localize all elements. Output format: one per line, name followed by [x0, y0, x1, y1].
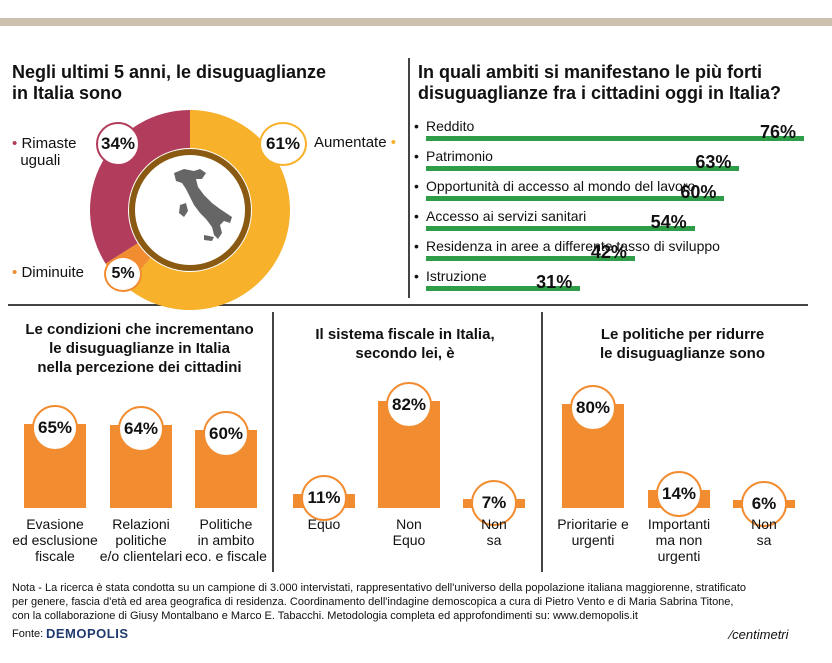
divider-mid-right	[541, 312, 543, 572]
legend-rimaste: • Rimaste uguali	[12, 135, 77, 169]
donut-slice-aumentate	[126, 110, 290, 310]
hbar-label: Patrimonio	[426, 148, 493, 164]
hbar-label: Istruzione	[426, 268, 487, 284]
badge-aumentate: 61%	[259, 122, 307, 166]
hbar-bullet: •	[414, 238, 419, 254]
vbar-category-label: Prioritarie e urgenti	[557, 516, 629, 548]
vbar-value-badge: 82%	[386, 382, 432, 429]
hbar-value: 60%	[680, 182, 717, 202]
italy-map-icon	[174, 169, 232, 241]
legend-aumentate: Aumentate •	[314, 134, 396, 151]
hbar-bullet: •	[414, 178, 419, 194]
vbar-category-label: Equo	[307, 516, 341, 532]
badge-rimaste: 34%	[96, 122, 140, 166]
hbar-bullet: •	[414, 208, 419, 224]
vbar-category-label: Non Equo	[392, 516, 426, 548]
hbar-bar	[426, 196, 725, 201]
hbar-label: Reddito	[426, 118, 475, 134]
vbar-category-label: Evasione ed esclusione fiscale	[12, 516, 98, 564]
hbar-value: 42%	[590, 242, 627, 262]
panel4-title: Il sistema fiscale in Italia, secondo le…	[315, 326, 495, 362]
hbar-bar	[426, 226, 695, 231]
vbar-value-badge: 6%	[741, 481, 787, 528]
panel5-title: Le politiche per ridurre le disuguaglian…	[599, 326, 766, 362]
divider-mid-left	[272, 312, 274, 572]
vbar-category-label: Relazioni politiche e/o clientelari	[99, 516, 183, 564]
vbar-category-label: Importanti ma non urgenti	[647, 516, 711, 564]
hbar-bar	[426, 256, 635, 261]
hbar-value: 54%	[650, 212, 687, 232]
top-band	[0, 18, 832, 26]
fonte-label: Fonte:	[12, 628, 44, 640]
divider-horizontal	[8, 304, 808, 306]
hbar-bar	[426, 286, 581, 291]
hbar-label: Accesso ai servizi sanitari	[426, 208, 587, 224]
hbar-bullet: •	[414, 118, 419, 134]
badge-diminuite: 5%	[104, 256, 142, 292]
panel2-title: In quali ambiti si manifestano le più fo…	[418, 62, 782, 103]
hbar-value: 76%	[760, 122, 797, 142]
hbar-bar	[426, 166, 740, 171]
legend-diminuite: • Diminuite	[12, 264, 84, 281]
vbar-value-badge: 60%	[203, 411, 249, 457]
footer-note: Nota - La ricerca è stata condotta su un…	[12, 582, 747, 622]
vbar-value-badge: 14%	[656, 470, 702, 517]
divider-top-vertical	[408, 58, 410, 298]
vbar-category-label: Non sa	[481, 516, 507, 548]
panel3-title: Le condizioni che incrementano le disugu…	[25, 321, 254, 376]
hbar-bullet: •	[414, 148, 419, 164]
vbar-category-label: Non sa	[751, 516, 777, 548]
donut-inner-ring	[129, 149, 251, 271]
hbar-value: 63%	[695, 152, 732, 172]
demopolis-logo: DEMOPOLIS	[46, 626, 129, 641]
vbar-value-badge: 65%	[32, 404, 78, 451]
hbar-value: 31%	[536, 272, 573, 292]
hbar-bar	[426, 136, 804, 141]
centimetri-logo: ⁄centimetri	[730, 627, 789, 642]
vbar-value-badge: 11%	[301, 474, 347, 521]
panel1-title: Negli ultimi 5 anni, le disuguaglianze i…	[12, 62, 327, 103]
hbar-label: Opportunità di accesso al mondo del lavo…	[426, 178, 696, 194]
vbar-value-badge: 7%	[471, 479, 517, 526]
vbar-value-badge: 64%	[118, 405, 164, 452]
hbar-bullet: •	[414, 268, 419, 284]
vbar-value-badge: 80%	[570, 385, 616, 431]
hbar-label: Residenza in aree a differente tasso di …	[426, 238, 720, 254]
vbar-category-label: Politiche in ambito eco. e fiscale	[185, 516, 267, 564]
